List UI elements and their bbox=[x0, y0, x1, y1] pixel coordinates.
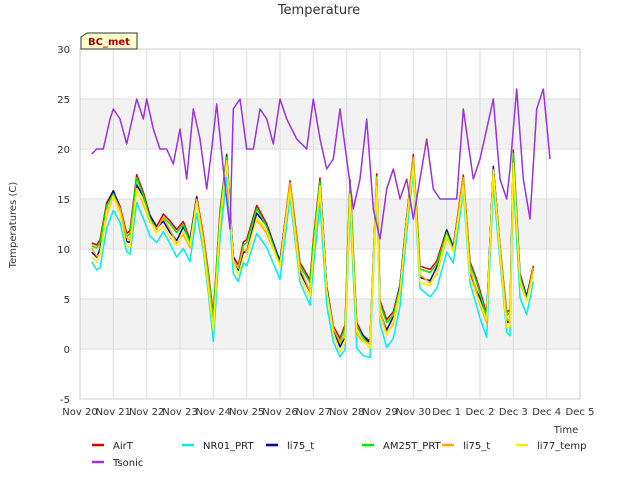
legend-label: Tsonic bbox=[112, 458, 143, 469]
legend-item: AirT bbox=[92, 441, 134, 452]
legend-label: AirT bbox=[113, 441, 134, 452]
x-tick-label: Nov 21 bbox=[96, 407, 131, 418]
x-tick-label: Nov 28 bbox=[329, 407, 364, 418]
x-tick-label: Nov 24 bbox=[196, 407, 231, 418]
legend-label: NR01_PRT bbox=[203, 441, 254, 452]
x-tick-label: Dec 2 bbox=[466, 407, 495, 418]
plot-band bbox=[80, 249, 580, 299]
legend-item: li77_temp bbox=[516, 441, 586, 452]
legend-item: li75_t bbox=[266, 441, 314, 452]
y-tick-label: 5 bbox=[64, 295, 70, 306]
y-tick-label: 15 bbox=[57, 195, 70, 206]
y-tick-label: 25 bbox=[57, 95, 70, 106]
legend-item: NR01_PRT bbox=[182, 441, 254, 452]
series-line-li77-temp bbox=[91, 159, 535, 353]
plot-frame bbox=[79, 48, 581, 400]
badge-label: BC_met bbox=[88, 37, 130, 48]
y-tick-label: 30 bbox=[57, 45, 70, 56]
x-tick-label: Dec 1 bbox=[432, 407, 461, 418]
series-line-tsonic bbox=[91, 88, 551, 240]
x-tick-label: Nov 29 bbox=[362, 407, 397, 418]
y-tick-labels: -5 0 5 10 15 20 25 30 bbox=[57, 45, 70, 406]
station-badge: BC_met bbox=[80, 32, 138, 50]
x-tick-label: Nov 26 bbox=[262, 407, 297, 418]
y-tick-label: 10 bbox=[57, 245, 70, 256]
legend: AirT NR01_PRT li75_t AM25T_PRT li75_t li77_te… bbox=[92, 441, 586, 469]
legend-item: li75_t bbox=[442, 441, 490, 452]
series-layer bbox=[91, 88, 551, 359]
y-tick-label: 20 bbox=[57, 145, 70, 156]
x-tick-label: Nov 20 bbox=[62, 407, 97, 418]
x-tick-label: Dec 3 bbox=[499, 407, 528, 418]
chart-title: Temperature bbox=[277, 3, 360, 18]
x-tick-label: Nov 25 bbox=[229, 407, 264, 418]
plot-band bbox=[80, 349, 580, 399]
plot-band bbox=[80, 149, 580, 199]
legend-label: li75_t bbox=[463, 441, 490, 452]
y-axis-label: Temperatures (C) bbox=[8, 182, 19, 270]
x-tick-label: Nov 23 bbox=[162, 407, 197, 418]
y-tick-label: 0 bbox=[64, 345, 70, 356]
x-axis-label: Time bbox=[553, 425, 578, 436]
legend-label: li75_t bbox=[287, 441, 314, 452]
x-tick-label: Dec 5 bbox=[566, 407, 595, 418]
legend-item: AM25T_PRT bbox=[362, 441, 442, 452]
x-tick-label: Nov 27 bbox=[296, 407, 331, 418]
plot-band bbox=[80, 99, 580, 149]
legend-label: AM25T_PRT bbox=[383, 441, 442, 452]
legend-label: li77_temp bbox=[537, 441, 586, 452]
x-tick-label: Nov 30 bbox=[396, 407, 431, 418]
x-tick-label: Dec 4 bbox=[532, 407, 561, 418]
plot-band bbox=[80, 49, 580, 99]
y-tick-label: -5 bbox=[60, 395, 70, 406]
legend-item: Tsonic bbox=[92, 458, 143, 469]
x-tick-label: Nov 22 bbox=[129, 407, 164, 418]
